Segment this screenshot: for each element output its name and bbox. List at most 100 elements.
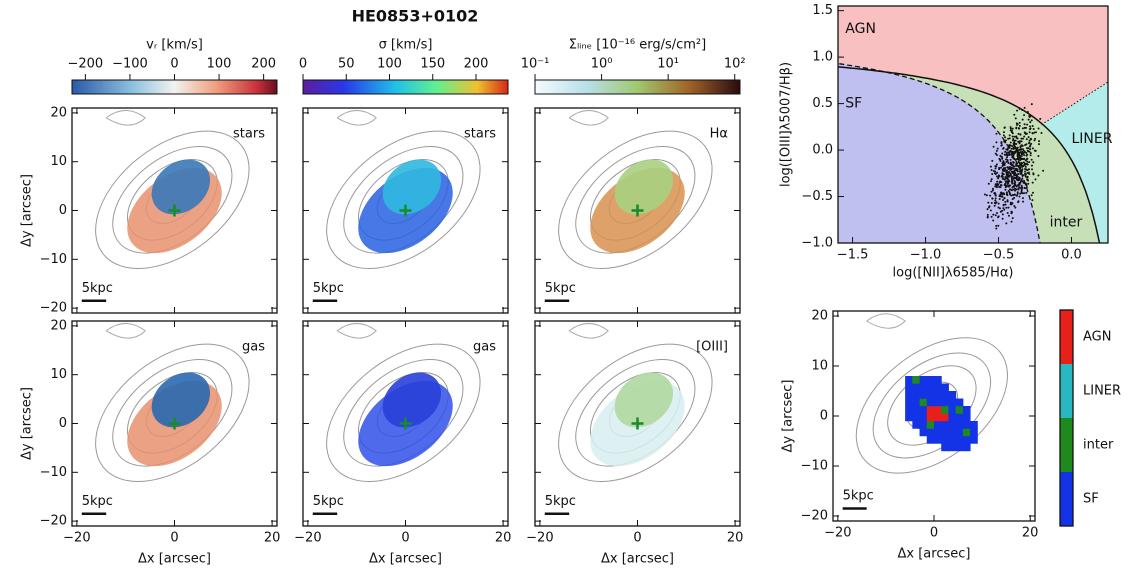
scatter-dot [1032,128,1035,131]
region-label: inter [1050,215,1083,231]
class-pixel [941,443,949,452]
scatter-dot [1002,192,1005,195]
x-tick-label: −20 [63,531,90,546]
scatter-dot [990,215,993,218]
scatter-dot [1004,200,1007,203]
scatter-dot [1028,150,1031,153]
y-tick-label: −10 [40,465,67,480]
y-tick-label: 20 [811,309,828,324]
scatter-dot [1018,124,1021,127]
scatter-dot [1024,165,1027,168]
scatter-dot [1010,163,1013,166]
scatter-dot [991,189,994,192]
class-pixel [919,421,928,429]
colorbar [71,79,278,95]
scatter-dot [1013,113,1016,116]
y-tick-label: 10 [50,367,67,382]
scatter-dot [1007,144,1010,147]
scatter-dot [994,170,997,173]
scatter-dot [1034,131,1037,134]
colorbar-tick-label: 10⁻¹ [521,57,550,72]
panel-label: gas [473,340,496,355]
scatter-dot [1002,204,1005,207]
scatter-dot [1014,206,1017,209]
scatter-dot [1027,168,1030,171]
scatter-dot [994,192,997,195]
sf-region [838,63,1041,243]
scatter-dot [1001,152,1004,155]
class-pixel [955,443,964,452]
kewley-line [838,66,1101,243]
scatter-dot [1002,147,1005,150]
scatter-dot [1003,208,1006,211]
scatter-dot [992,219,995,222]
scatter-dot [1016,109,1019,112]
map-panel: 5kpc −20 0 20 20 10 0 −10 −20 Δx [arcsec] Δy [arcs… [20,318,281,566]
scatter-dot [1023,187,1026,190]
scatter-dot [1010,220,1013,223]
scatter-dot [1029,125,1032,128]
scatter-dot [1010,168,1013,171]
scatter-dot [1023,135,1026,138]
scatter-dot [1004,184,1007,187]
scatter-dot [1013,180,1016,183]
scatter-dot [1012,151,1015,154]
scatter-dot [1007,179,1010,182]
class-pixel [912,413,921,422]
scatter-dot [1016,178,1019,181]
scatter-dot [1001,195,1004,198]
scatter-dot [1032,173,1035,176]
scatter-dot [1033,149,1036,152]
class-pixel [905,376,913,384]
class-pixel [948,398,957,407]
scatter-dot [1005,191,1008,194]
scatter-dot [1011,132,1014,135]
x-tick-label: −0.5 [983,248,1015,263]
x-tick-label: −20 [294,531,321,546]
scalebar-label: 5kpc [82,281,113,296]
scatter-dot [1013,204,1016,207]
x-tick-label: 20 [727,531,744,546]
scatter-dot [1003,140,1006,143]
scatter-dot [1025,138,1028,141]
colorbar-tick-label: 100 [377,57,402,72]
scatter-dot [1026,149,1029,152]
kauffmann-line [838,62,1041,243]
colorbar-tick-label: 10⁰ [591,57,613,72]
scatter-dot [1010,147,1013,150]
class-swatch [1060,418,1073,472]
scatter-dot [995,165,998,168]
scatter-dot [1013,184,1016,187]
scatter-dot [1020,140,1023,143]
scatter-dot [1005,156,1008,159]
region-label: LINER [1072,131,1113,147]
scatter-dot [1027,118,1030,121]
scatter-dot [1023,192,1026,195]
center-cross [631,204,644,217]
class-pixel [912,398,921,407]
scatter-dot [1026,171,1029,174]
scatter-dot [1006,151,1009,154]
scatter-dot [998,207,1001,210]
y-tick-label: 20 [50,105,67,120]
colorbar [534,79,741,95]
scatter-dot [1021,137,1024,140]
class-pixel [926,406,935,414]
scatter-dot [1028,172,1031,175]
scatter-dot [992,187,995,190]
map-panel: 5kpc −20 0 20 20 10 0 −10 −20 Δx [arcsec] Δy [arcs… [781,309,1039,562]
scatter-dot [1024,167,1027,170]
scatter-dot [1020,152,1023,155]
scatter-dot [1021,162,1024,165]
scatter-dot [1005,153,1008,156]
scatter-dot [1010,189,1013,192]
map-panel: 5kpc 20 10 0 −10 −20 Δy [arcsec] stars [20,105,278,316]
class-pixel [905,413,913,422]
class-pixel [912,421,921,429]
scatter-dot [1004,167,1007,170]
scatter-dot [1018,162,1021,165]
scatter-dot [1003,126,1006,129]
scatter-dot [989,194,992,197]
scatter-dot [1010,179,1013,182]
